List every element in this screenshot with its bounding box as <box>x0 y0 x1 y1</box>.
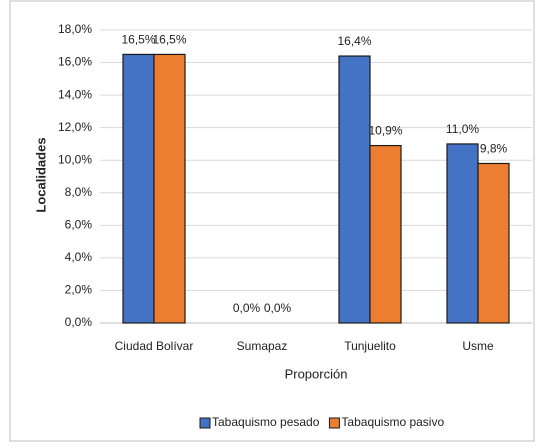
bar <box>369 144 402 324</box>
bar <box>122 53 155 324</box>
legend-swatch <box>328 417 340 429</box>
y-tick-label: 0,0% <box>65 315 93 329</box>
value-label: 0,0% <box>264 301 292 315</box>
value-label: 0,0% <box>233 301 261 315</box>
value-label: 9,8% <box>480 142 508 156</box>
y-tick-label: 8,0% <box>65 185 93 199</box>
bar <box>338 55 371 324</box>
value-label: 16,5% <box>152 33 186 47</box>
y-tick-label: 10,0% <box>58 152 92 166</box>
value-label: 10,9% <box>368 124 402 138</box>
bar <box>477 162 510 324</box>
value-label: 16,5% <box>121 33 155 47</box>
bar <box>153 53 186 324</box>
y-tick-label: 12,0% <box>58 120 92 134</box>
legend-swatch <box>199 417 211 429</box>
y-tick-label: 6,0% <box>65 218 93 232</box>
y-tick-label: 2,0% <box>65 283 93 297</box>
y-tick-label: 14,0% <box>58 87 92 101</box>
x-tick-label: Ciudad Bolívar <box>115 339 194 353</box>
y-axis-title: Localidades <box>33 137 48 212</box>
x-tick-label: Tunjuelito <box>344 339 396 353</box>
value-label: 16,4% <box>337 34 371 48</box>
y-tick-label: 4,0% <box>65 250 93 264</box>
x-tick-label: Sumapaz <box>237 339 288 353</box>
y-tick-label: 18,0% <box>58 22 92 36</box>
legend-label: Tabaquismo pesado <box>212 415 320 429</box>
legend-label: Tabaquismo pasivo <box>341 415 444 429</box>
value-label: 11,0% <box>446 122 479 136</box>
x-axis-title: Proporción <box>285 366 348 381</box>
bar <box>446 143 479 324</box>
x-tick-label: Usme <box>462 339 494 353</box>
y-tick-label: 16,0% <box>58 55 92 69</box>
